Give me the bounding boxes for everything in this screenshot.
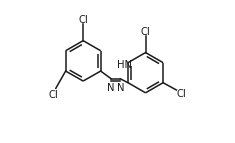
Text: N: N [117,83,124,93]
Text: Cl: Cl [176,89,186,99]
Text: Cl: Cl [48,90,58,100]
Text: Cl: Cl [78,15,88,25]
Text: Cl: Cl [141,27,150,37]
Text: N: N [107,83,115,93]
Text: HN: HN [117,60,132,70]
